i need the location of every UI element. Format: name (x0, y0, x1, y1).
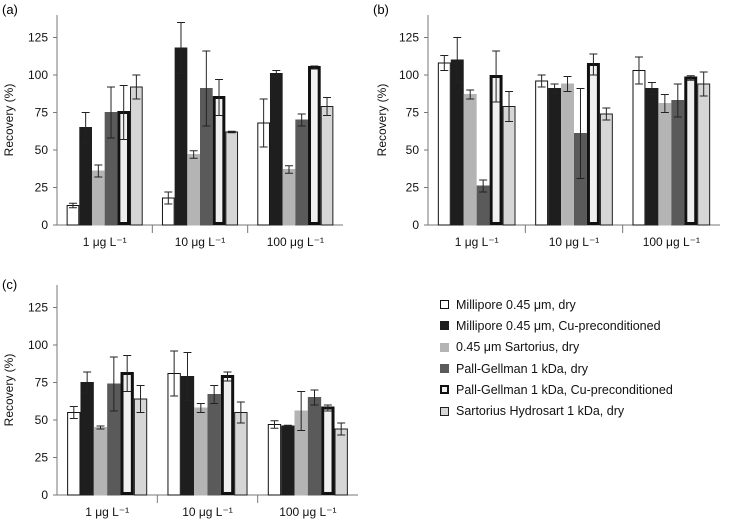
bar (80, 382, 94, 496)
bar (93, 427, 108, 496)
y-tick-label: 125 (28, 31, 48, 45)
bar (535, 80, 549, 226)
y-axis-label: Recovery (%) (375, 84, 389, 157)
legend-swatch (440, 300, 449, 310)
bar (308, 66, 321, 225)
bar (269, 73, 283, 226)
y-tick-label: 25 (35, 451, 49, 465)
panel-label-c: (c) (2, 277, 17, 292)
panel-label-a: (a) (2, 2, 18, 17)
panel-a: 0 25 50 75 100 125 Recovery (%) 1 μg L⁻¹ 10 μg L… (2, 15, 343, 249)
category-label: 1 μg L⁻¹ (455, 235, 499, 249)
bar (267, 424, 282, 496)
bar (586, 63, 600, 225)
bar (321, 406, 335, 495)
bar (66, 205, 80, 226)
bar (463, 94, 477, 226)
y-axis-label: Recovery (%) (2, 354, 16, 427)
bar (91, 170, 105, 226)
category-label: 10 μg L⁻¹ (182, 505, 233, 519)
category-label: 100 μg L⁻¹ (279, 505, 336, 519)
bar (282, 169, 296, 226)
legend-label: Millipore 0.45 μm, dry (456, 297, 576, 312)
bar (548, 88, 562, 226)
bar (295, 119, 309, 226)
bar (684, 76, 698, 225)
bar (599, 113, 613, 226)
bar (671, 100, 685, 226)
bar (561, 83, 575, 226)
y-tick-label: 25 (35, 181, 49, 195)
bar (450, 59, 464, 226)
legend-label: Sartorius Hydrosart 1 kDa, dry (456, 404, 625, 419)
bar (697, 83, 711, 226)
y-tick-label: 100 (28, 68, 48, 82)
bar (220, 375, 235, 495)
bar (194, 407, 208, 496)
legend-swatch (440, 406, 449, 416)
legend-swatch (440, 321, 449, 331)
legend-swatch (440, 364, 449, 374)
category-label: 100 μg L⁻¹ (643, 235, 700, 249)
y-tick-label: 100 (28, 338, 48, 352)
y-tick-label: 0 (41, 218, 48, 232)
category-label: 10 μg L⁻¹ (549, 235, 600, 249)
bar (658, 103, 672, 226)
y-tick-label: 75 (35, 106, 49, 120)
bar (212, 96, 226, 225)
bar (320, 106, 334, 226)
legend-label: Pall-Gellman 1 kDa, dry (456, 361, 588, 376)
bar (334, 428, 348, 496)
legend-label: Millipore 0.45 μm, Cu-preconditioned (456, 318, 661, 333)
y-tick-label: 50 (35, 143, 49, 157)
y-tick-label: 50 (406, 143, 420, 157)
y-tick-label: 75 (35, 376, 49, 390)
bar (130, 86, 143, 226)
bar (307, 397, 322, 496)
category-label: 100 μg L⁻¹ (267, 235, 324, 249)
y-tick-label: 0 (41, 488, 48, 502)
category-label: 10 μg L⁻¹ (175, 235, 226, 249)
y-tick-label: 25 (406, 181, 420, 195)
bar (437, 62, 451, 226)
legend-swatch (440, 385, 449, 395)
bar (502, 106, 516, 226)
legend-item: Millipore 0.45 μm, dry (440, 294, 673, 315)
legend: Millipore 0.45 μm, dry Millipore 0.45 μm… (440, 294, 673, 422)
bar (187, 154, 200, 226)
category-label: 1 μg L⁻¹ (83, 235, 127, 249)
bar (207, 394, 221, 496)
legend-label: Pall-Gellman 1 kDa, Cu-preconditioned (456, 382, 673, 397)
legend-label: 0.45 μm Sartorius, dry (456, 340, 580, 355)
legend-item: Millipore 0.45 μm, Cu-preconditioned (440, 315, 673, 336)
legend-item: 0.45 μm Sartorius, dry (440, 337, 673, 358)
panel-c: 0 25 50 75 100 125 Recovery (%) 1 μg L⁻¹ 10 μg L… (2, 285, 358, 519)
bar (234, 412, 248, 496)
legend-item: Pall-Gellman 1 kDa, dry (440, 358, 673, 379)
bar (174, 47, 188, 226)
y-tick-label: 125 (399, 31, 419, 45)
legend-swatch (440, 342, 449, 352)
panel-b: 0 25 50 75 100 125 Recovery (%) 1 μg L⁻¹ 10 μg L… (375, 15, 720, 249)
y-tick-label: 0 (412, 218, 419, 232)
bar (225, 131, 239, 226)
bar (281, 425, 295, 496)
bar (645, 88, 659, 226)
bar (133, 398, 148, 496)
y-tick-label: 100 (399, 68, 419, 82)
y-axis-label: Recovery (%) (2, 84, 16, 157)
bar (632, 70, 646, 226)
legend-item: Pall-Gellman 1 kDa, Cu-preconditioned (440, 379, 673, 400)
y-tick-label: 125 (28, 301, 48, 315)
legend-item: Sartorius Hydrosart 1 kDa, dry (440, 400, 673, 421)
panel-label-b: (b) (373, 2, 389, 17)
category-label: 1 μg L⁻¹ (85, 505, 129, 519)
y-tick-label: 50 (35, 413, 49, 427)
y-tick-label: 75 (406, 106, 420, 120)
bar (67, 412, 81, 496)
